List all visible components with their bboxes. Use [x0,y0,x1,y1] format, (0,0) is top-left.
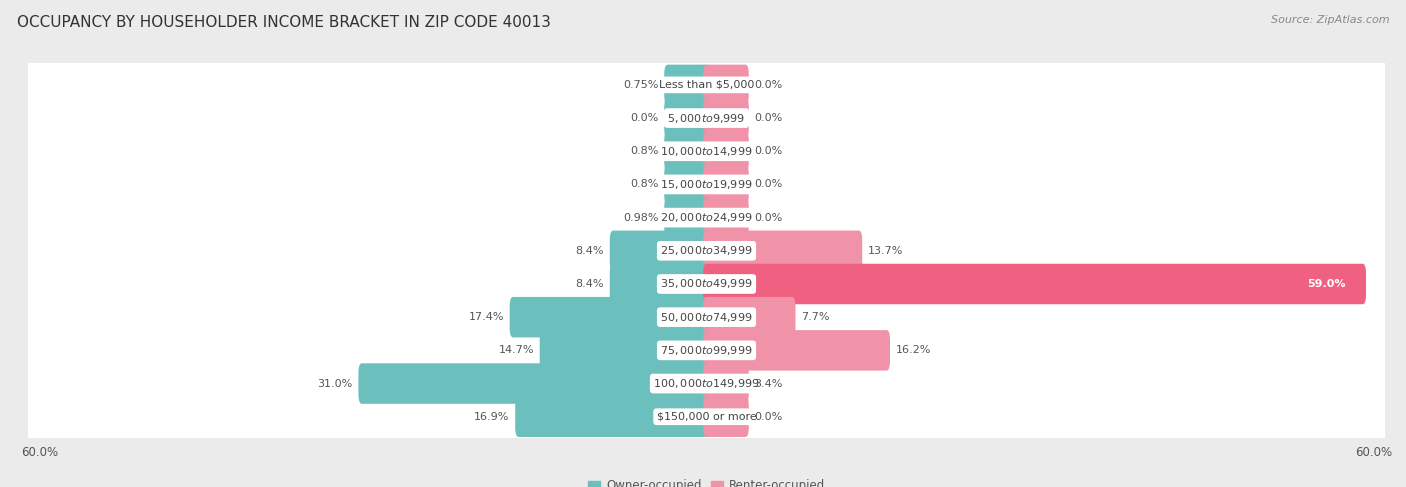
FancyBboxPatch shape [610,264,710,304]
FancyBboxPatch shape [703,363,749,404]
FancyBboxPatch shape [703,65,749,105]
FancyBboxPatch shape [25,93,1388,143]
FancyBboxPatch shape [515,396,710,437]
FancyBboxPatch shape [359,363,710,404]
Text: $35,000 to $49,999: $35,000 to $49,999 [661,278,752,290]
Text: $50,000 to $74,999: $50,000 to $74,999 [661,311,752,324]
Text: $75,000 to $99,999: $75,000 to $99,999 [661,344,752,357]
FancyBboxPatch shape [703,164,749,205]
Text: Source: ZipAtlas.com: Source: ZipAtlas.com [1271,15,1389,25]
Text: $100,000 to $149,999: $100,000 to $149,999 [654,377,759,390]
FancyBboxPatch shape [703,330,890,371]
FancyBboxPatch shape [703,396,749,437]
FancyBboxPatch shape [703,98,749,138]
Text: 16.2%: 16.2% [896,345,931,356]
FancyBboxPatch shape [25,392,1388,442]
Text: 0.75%: 0.75% [623,80,658,90]
FancyBboxPatch shape [703,264,1367,304]
Legend: Owner-occupied, Renter-occupied: Owner-occupied, Renter-occupied [588,479,825,487]
Text: 0.0%: 0.0% [755,80,783,90]
FancyBboxPatch shape [25,259,1388,309]
Text: $5,000 to $9,999: $5,000 to $9,999 [668,112,745,125]
FancyBboxPatch shape [610,230,710,271]
Text: 13.7%: 13.7% [868,246,903,256]
Text: $150,000 or more: $150,000 or more [657,412,756,422]
Text: 16.9%: 16.9% [474,412,509,422]
FancyBboxPatch shape [509,297,710,337]
Text: $25,000 to $34,999: $25,000 to $34,999 [661,244,752,257]
Text: 31.0%: 31.0% [318,378,353,389]
Text: 8.4%: 8.4% [575,246,605,256]
Text: 0.0%: 0.0% [755,412,783,422]
Text: $20,000 to $24,999: $20,000 to $24,999 [661,211,752,224]
Text: $15,000 to $19,999: $15,000 to $19,999 [661,178,752,191]
Text: 0.8%: 0.8% [630,146,658,156]
FancyBboxPatch shape [25,225,1388,276]
Text: 3.4%: 3.4% [755,378,783,389]
FancyBboxPatch shape [540,330,710,371]
Text: 0.0%: 0.0% [755,113,783,123]
FancyBboxPatch shape [25,126,1388,176]
FancyBboxPatch shape [703,230,862,271]
Text: 0.0%: 0.0% [755,146,783,156]
Text: OCCUPANCY BY HOUSEHOLDER INCOME BRACKET IN ZIP CODE 40013: OCCUPANCY BY HOUSEHOLDER INCOME BRACKET … [17,15,551,30]
FancyBboxPatch shape [25,358,1388,409]
Text: 8.4%: 8.4% [575,279,605,289]
Text: 0.98%: 0.98% [623,213,658,223]
Text: 7.7%: 7.7% [801,312,830,322]
Text: Less than $5,000: Less than $5,000 [659,80,754,90]
FancyBboxPatch shape [703,297,796,337]
FancyBboxPatch shape [25,192,1388,243]
Text: 59.0%: 59.0% [1308,279,1346,289]
Text: 17.4%: 17.4% [468,312,505,322]
FancyBboxPatch shape [703,131,749,171]
Text: 0.0%: 0.0% [755,179,783,189]
FancyBboxPatch shape [664,131,710,171]
FancyBboxPatch shape [25,159,1388,210]
Text: $10,000 to $14,999: $10,000 to $14,999 [661,145,752,158]
FancyBboxPatch shape [664,164,710,205]
Text: 0.0%: 0.0% [755,213,783,223]
FancyBboxPatch shape [25,60,1388,110]
FancyBboxPatch shape [664,98,710,138]
FancyBboxPatch shape [703,197,749,238]
FancyBboxPatch shape [25,292,1388,342]
FancyBboxPatch shape [664,65,710,105]
FancyBboxPatch shape [664,197,710,238]
Text: 0.0%: 0.0% [630,113,658,123]
Text: 0.8%: 0.8% [630,179,658,189]
FancyBboxPatch shape [25,325,1388,375]
Text: 14.7%: 14.7% [499,345,534,356]
